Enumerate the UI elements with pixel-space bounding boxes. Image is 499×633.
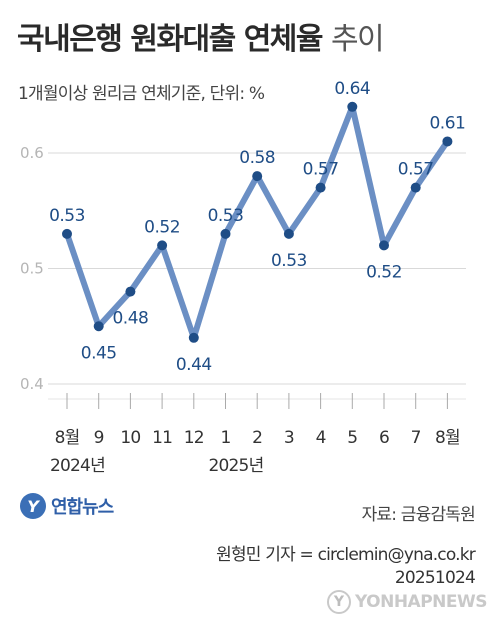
x-tick-label: 8월: [55, 428, 80, 448]
year-label: 2024년: [50, 456, 105, 476]
data-point: [315, 182, 326, 193]
watermark-icon: Y: [326, 590, 351, 614]
data-label: 0.57: [398, 160, 434, 180]
data-point: [220, 228, 231, 239]
data-point: [347, 101, 358, 112]
x-tick-label: 5: [347, 428, 357, 448]
data-point: [125, 286, 136, 297]
data-label: 0.58: [239, 148, 275, 168]
data-point: [157, 240, 168, 251]
x-tick-label: 2: [252, 428, 262, 448]
series-line: [64, 103, 451, 341]
x-tick-label: 9: [94, 428, 104, 448]
line-chart: 0.4 0.5 0.6 0.53 0.45 0.48 0.52 0.44 0.53 0.58 0.5…: [20, 79, 466, 476]
chart-subtitle: 1개월이상 원리금 연체기준, 단위: %: [18, 84, 265, 104]
yonhap-logo-text: 연합뉴스: [51, 497, 114, 518]
yonhapnews-watermark: Y YONHAPNEWS: [326, 590, 488, 614]
credit-reporter: 원형민 기자 = circlemin@yna.co.kr: [216, 545, 476, 565]
data-label: 0.52: [366, 262, 402, 282]
x-tick-label: 6: [379, 428, 389, 448]
data-point: [283, 228, 294, 239]
data-label: 0.45: [81, 343, 117, 363]
yonhap-logo: Y 연합뉴스: [20, 493, 114, 519]
data-point: [93, 321, 104, 332]
y-tick-label: 0.5: [20, 260, 44, 278]
data-point: [410, 182, 421, 193]
x-tick-label: 8월: [435, 428, 460, 448]
x-tick-label: 4: [316, 428, 326, 448]
data-point: [379, 240, 389, 251]
y-tick-label: 0.6: [20, 144, 44, 162]
data-label: 0.48: [112, 309, 148, 329]
data-label: 0.53: [49, 206, 85, 226]
data-label: 0.64: [334, 79, 370, 99]
credit: 원형민 기자 = circlemin@yna.co.kr 20251024: [216, 544, 476, 590]
x-tick-label: 10: [120, 428, 140, 448]
data-label: 0.53: [208, 206, 244, 226]
data-label: 0.61: [429, 113, 465, 133]
credit-date: 20251024: [394, 568, 476, 588]
y-tick-label: 0.4: [20, 375, 44, 393]
x-tick-label: 1: [220, 428, 230, 448]
yonhap-logo-icon: Y: [20, 493, 46, 519]
data-point: [62, 228, 72, 239]
data-point: [442, 136, 453, 147]
data-label: 0.52: [144, 217, 180, 237]
title-light: 추이: [330, 22, 385, 57]
x-tick-label: 11: [152, 428, 172, 448]
data-label: 0.44: [176, 355, 212, 375]
watermark-text: YONHAPNEWS: [354, 592, 488, 612]
x-tick-label: 7: [411, 428, 421, 448]
title-bold: 국내은행 원화대출 연체율: [17, 22, 324, 57]
data-label: 0.53: [271, 251, 307, 271]
data-label: 0.57: [303, 160, 339, 180]
year-label: 2025년: [209, 456, 264, 476]
source-note: 자료: 금융감독원: [361, 505, 476, 525]
x-tick-label: 12: [184, 428, 204, 448]
data-point: [252, 171, 263, 182]
chart-title: 국내은행 원화대출 연체율 추이: [17, 14, 385, 58]
x-tick-label: 3: [284, 428, 294, 448]
data-point: [188, 332, 199, 343]
